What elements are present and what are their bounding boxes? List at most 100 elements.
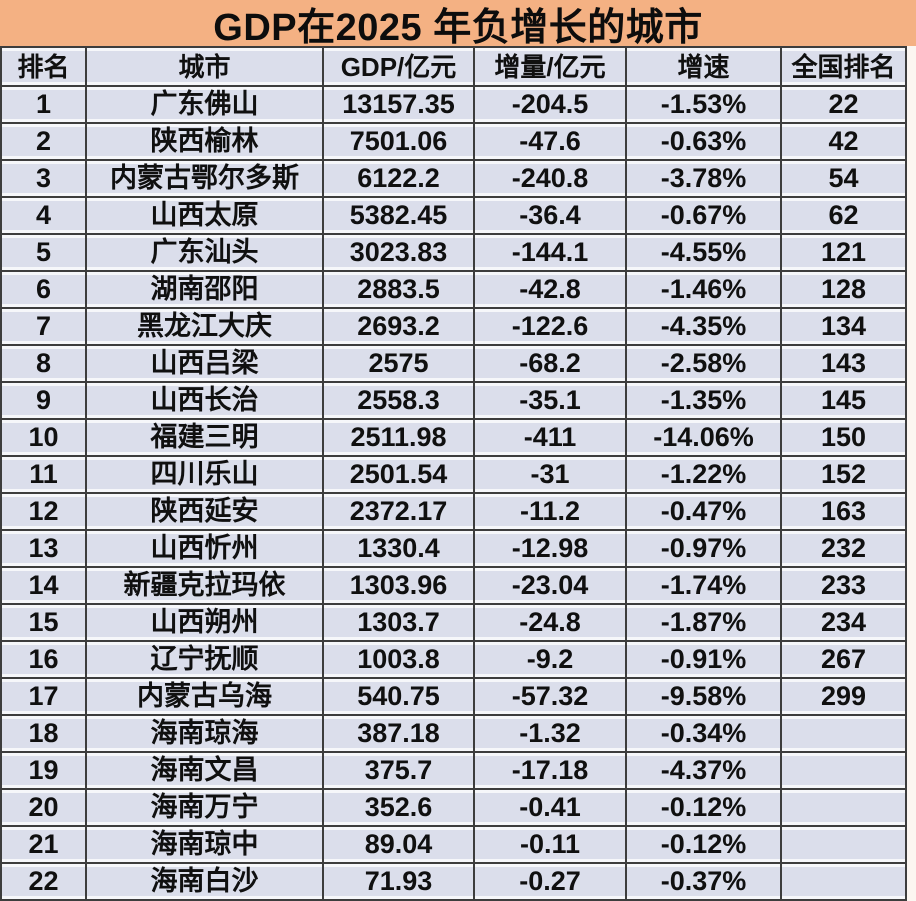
cell-r7-c4: -4.35%: [625, 307, 782, 346]
cell-r10-c1: 福建三明: [85, 418, 324, 457]
cell-r14-c5: 233: [780, 566, 907, 605]
table-row: 21 海南琼中 89.04 -0.11 -0.12%: [0, 825, 907, 864]
cell-r9-c2: 2558.3: [322, 381, 475, 420]
cell-r22-c0: 22: [0, 862, 87, 901]
table-row: 12 陕西延安 2372.17 -11.2 -0.47% 163: [0, 492, 907, 531]
cell-r2-c3: -47.6: [473, 122, 627, 161]
cell-r15-c3: -24.8: [473, 603, 627, 642]
cell-r11-c0: 11: [0, 455, 87, 494]
cell-r11-c3: -31: [473, 455, 627, 494]
table-row: 5 广东汕头 3023.83 -144.1 -4.55% 121: [0, 233, 907, 272]
cell-r3-c2: 6122.2: [322, 159, 475, 198]
table-row: 8 山西吕梁 2575 -68.2 -2.58% 143: [0, 344, 907, 383]
cell-r22-c2: 71.93: [322, 862, 475, 901]
table-row: 4 山西太原 5382.45 -36.4 -0.67% 62: [0, 196, 907, 235]
table-row: 10 福建三明 2511.98 -411 -14.06% 150: [0, 418, 907, 457]
cell-r9-c3: -35.1: [473, 381, 627, 420]
table-row: 13 山西忻州 1330.4 -12.98 -0.97% 232: [0, 529, 907, 568]
cell-r21-c2: 89.04: [322, 825, 475, 864]
cell-r9-c5: 145: [780, 381, 907, 420]
cell-r20-c3: -0.41: [473, 788, 627, 827]
cell-r12-c2: 2372.17: [322, 492, 475, 531]
cell-r15-c0: 15: [0, 603, 87, 642]
cell-r14-c2: 1303.96: [322, 566, 475, 605]
cell-r3-c1: 内蒙古鄂尔多斯: [85, 159, 324, 198]
cell-r12-c3: -11.2: [473, 492, 627, 531]
cell-r4-c3: -36.4: [473, 196, 627, 235]
cell-r21-c3: -0.11: [473, 825, 627, 864]
cell-r19-c4: -4.37%: [625, 751, 782, 790]
cell-r13-c1: 山西忻州: [85, 529, 324, 568]
cell-r14-c1: 新疆克拉玛依: [85, 566, 324, 605]
cell-r17-c0: 17: [0, 677, 87, 716]
cell-r7-c0: 7: [0, 307, 87, 346]
table-row: 20 海南万宁 352.6 -0.41 -0.12%: [0, 788, 907, 827]
cell-r8-c0: 8: [0, 344, 87, 383]
cell-r21-c4: -0.12%: [625, 825, 782, 864]
gdp-table: 排名 城市 GDP/亿元 增量/亿元 增速 全国排名 1 广东佛山 13157.35 -204.…: [0, 46, 907, 901]
cell-r15-c5: 234: [780, 603, 907, 642]
cell-r14-c4: -1.74%: [625, 566, 782, 605]
cell-r11-c2: 2501.54: [322, 455, 475, 494]
cell-r4-c2: 5382.45: [322, 196, 475, 235]
cell-r19-c3: -17.18: [473, 751, 627, 790]
column-header-1: 城市: [85, 46, 324, 87]
cell-r18-c5: [780, 714, 907, 753]
table-row: 18 海南琼海 387.18 -1.32 -0.34%: [0, 714, 907, 753]
cell-r22-c3: -0.27: [473, 862, 627, 901]
cell-r1-c2: 13157.35: [322, 85, 475, 124]
cell-r16-c3: -9.2: [473, 640, 627, 679]
cell-r3-c5: 54: [780, 159, 907, 198]
cell-r19-c5: [780, 751, 907, 790]
cell-r8-c3: -68.2: [473, 344, 627, 383]
cell-r5-c1: 广东汕头: [85, 233, 324, 272]
cell-r4-c5: 62: [780, 196, 907, 235]
column-header-0: 排名: [0, 46, 87, 87]
cell-r12-c5: 163: [780, 492, 907, 531]
cell-r14-c0: 14: [0, 566, 87, 605]
cell-r18-c0: 18: [0, 714, 87, 753]
table-row: 1 广东佛山 13157.35 -204.5 -1.53% 22: [0, 85, 907, 124]
table-row: 16 辽宁抚顺 1003.8 -9.2 -0.91% 267: [0, 640, 907, 679]
table-row: 14 新疆克拉玛依 1303.96 -23.04 -1.74% 233: [0, 566, 907, 605]
cell-r10-c4: -14.06%: [625, 418, 782, 457]
cell-r2-c0: 2: [0, 122, 87, 161]
cell-r17-c5: 299: [780, 677, 907, 716]
cell-r6-c0: 6: [0, 270, 87, 309]
table-row: 11 四川乐山 2501.54 -31 -1.22% 152: [0, 455, 907, 494]
cell-r9-c0: 9: [0, 381, 87, 420]
cell-r5-c2: 3023.83: [322, 233, 475, 272]
cell-r9-c4: -1.35%: [625, 381, 782, 420]
cell-r10-c3: -411: [473, 418, 627, 457]
cell-r8-c2: 2575: [322, 344, 475, 383]
cell-r1-c0: 1: [0, 85, 87, 124]
cell-r2-c2: 7501.06: [322, 122, 475, 161]
cell-r13-c0: 13: [0, 529, 87, 568]
cell-r18-c1: 海南琼海: [85, 714, 324, 753]
cell-r7-c2: 2693.2: [322, 307, 475, 346]
cell-r20-c0: 20: [0, 788, 87, 827]
cell-r4-c1: 山西太原: [85, 196, 324, 235]
cell-r4-c0: 4: [0, 196, 87, 235]
cell-r21-c0: 21: [0, 825, 87, 864]
cell-r15-c4: -1.87%: [625, 603, 782, 642]
cell-r1-c1: 广东佛山: [85, 85, 324, 124]
cell-r2-c4: -0.63%: [625, 122, 782, 161]
cell-r2-c5: 42: [780, 122, 907, 161]
cell-r5-c3: -144.1: [473, 233, 627, 272]
header-row: 排名 城市 GDP/亿元 增量/亿元 增速 全国排名: [0, 46, 907, 87]
cell-r5-c0: 5: [0, 233, 87, 272]
cell-r4-c4: -0.67%: [625, 196, 782, 235]
table-row: 15 山西朔州 1303.7 -24.8 -1.87% 234: [0, 603, 907, 642]
cell-r10-c5: 150: [780, 418, 907, 457]
cell-r10-c2: 2511.98: [322, 418, 475, 457]
cell-r15-c2: 1303.7: [322, 603, 475, 642]
cell-r19-c2: 375.7: [322, 751, 475, 790]
cell-r3-c0: 3: [0, 159, 87, 198]
cell-r5-c4: -4.55%: [625, 233, 782, 272]
table-row: 9 山西长治 2558.3 -35.1 -1.35% 145: [0, 381, 907, 420]
cell-r13-c3: -12.98: [473, 529, 627, 568]
cell-r20-c1: 海南万宁: [85, 788, 324, 827]
cell-r12-c4: -0.47%: [625, 492, 782, 531]
cell-r2-c1: 陕西榆林: [85, 122, 324, 161]
